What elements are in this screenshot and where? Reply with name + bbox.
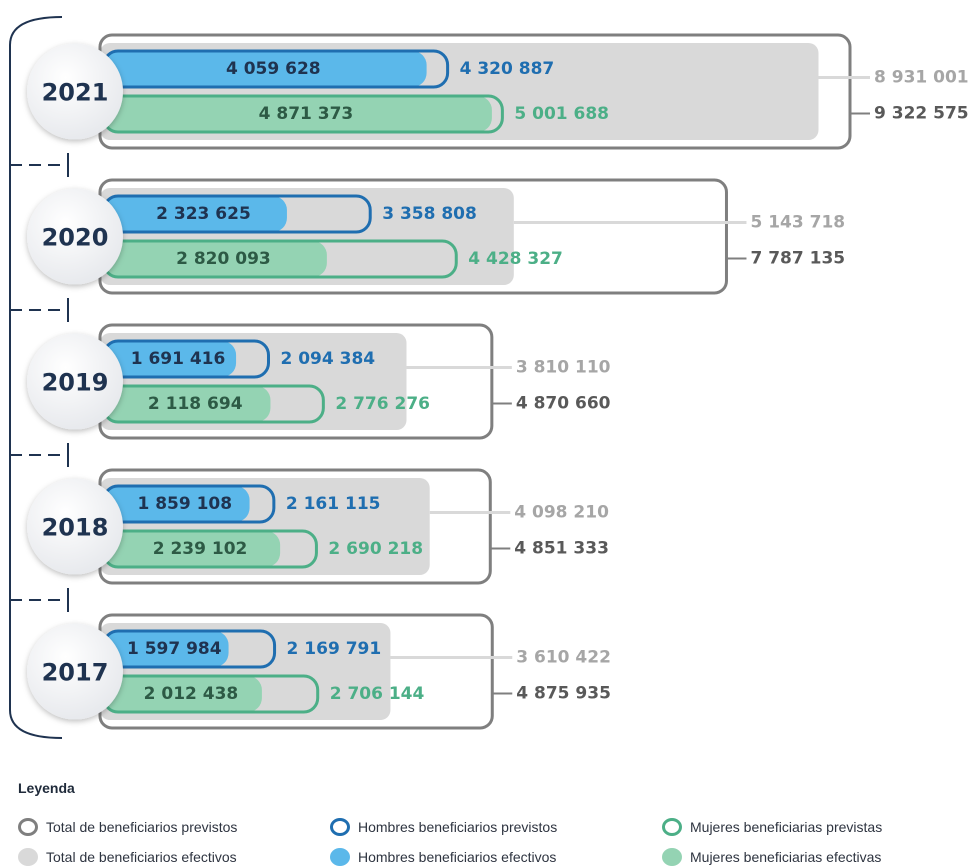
hombres-previstos-label: 2 161 115 xyxy=(286,494,381,514)
mujeres-efectivas-bar xyxy=(104,386,271,422)
hombres-efectivos-bar xyxy=(104,341,237,377)
hombres-efectivos-label: 4 059 628 xyxy=(226,59,321,79)
legend-label: Total de beneficiarios efectivos xyxy=(46,849,237,865)
hombres-previstos-label: 2 169 791 xyxy=(287,639,382,659)
total-previstos-label: 4 851 333 xyxy=(514,539,609,559)
total-efectivos-label: 5 143 718 xyxy=(750,213,845,233)
legend-item: Hombres beneficiarios previstos xyxy=(330,818,557,836)
mujeres-previstas-label: 2 706 144 xyxy=(330,684,425,704)
legend-item: Total de beneficiarios efectivos xyxy=(18,848,237,866)
legend-swatch xyxy=(18,818,38,836)
total-previstos-label: 7 787 135 xyxy=(750,249,845,269)
hombres-efectivos-bar xyxy=(104,51,427,87)
mujeres-efectivas-bar xyxy=(104,531,281,567)
hombres-efectivos-bar xyxy=(104,486,250,522)
mujeres-efectivas-label: 2 012 438 xyxy=(144,684,239,704)
legend-item: Mujeres beneficiarias previstas xyxy=(662,818,882,836)
legend-swatch xyxy=(330,848,350,866)
legend-item: Hombres beneficiarios efectivos xyxy=(330,848,556,866)
total-previstos-label: 9 322 575 xyxy=(874,104,969,124)
year-label: 2017 xyxy=(42,659,109,687)
legend-label: Mujeres beneficiarias efectivas xyxy=(690,849,882,865)
hombres-efectivos-label: 1 859 108 xyxy=(137,494,232,514)
mujeres-efectivas-bar xyxy=(104,241,327,277)
mujeres-efectivas-bar xyxy=(104,96,492,132)
year-circle xyxy=(27,333,123,430)
legend-swatch xyxy=(662,848,682,866)
mujeres-previstas-label: 2 776 276 xyxy=(335,394,430,414)
legend-item: Total de beneficiarios previstos xyxy=(18,818,237,836)
total-previstos-label: 4 870 660 xyxy=(516,394,611,414)
legend-swatch xyxy=(662,818,682,836)
hombres-efectivos-label: 1 597 984 xyxy=(127,639,222,659)
total-previstos-label: 4 875 935 xyxy=(516,684,611,704)
hombres-previstos-label: 3 358 808 xyxy=(382,204,477,224)
legend-title: Leyenda xyxy=(18,780,75,796)
legend-swatch xyxy=(330,818,350,836)
year-circle xyxy=(27,623,123,720)
legend-item: Mujeres beneficiarias efectivas xyxy=(662,848,881,866)
mujeres-efectivas-label: 2 118 694 xyxy=(148,394,243,414)
mujeres-previstas-label: 2 690 218 xyxy=(328,539,423,559)
hombres-efectivos-bar xyxy=(104,631,229,667)
legend-label: Mujeres beneficiarias previstas xyxy=(690,819,883,835)
hombres-efectivos-bar xyxy=(104,196,287,232)
timeline-bracket xyxy=(9,16,63,739)
hombres-previstos-label: 4 320 887 xyxy=(460,59,555,79)
total-efectivos-label: 3 810 110 xyxy=(516,358,611,378)
mujeres-efectivas-label: 4 871 373 xyxy=(259,104,354,124)
mujeres-efectivas-label: 2 239 102 xyxy=(153,539,248,559)
beneficiaries-chart: 4 059 628 4 871 373 4 320 887 5 001 688 8 93… xyxy=(9,16,969,739)
year-label: 2020 xyxy=(42,224,109,252)
legend-swatch xyxy=(18,848,38,866)
mujeres-previstas-label: 4 428 327 xyxy=(468,249,563,269)
total-efectivos-label: 8 931 001 xyxy=(874,68,969,88)
total-efectivos-label: 3 610 422 xyxy=(516,648,611,668)
year-circle xyxy=(27,43,123,140)
hombres-previstos-label: 2 094 384 xyxy=(280,349,375,369)
year-circle xyxy=(27,478,123,575)
year-circle xyxy=(27,188,123,285)
legend-label: Total de beneficiarios previstos xyxy=(46,819,238,835)
mujeres-efectivas-bar xyxy=(104,676,262,712)
year-label: 2019 xyxy=(42,369,109,397)
total-efectivos-label: 4 098 210 xyxy=(514,503,609,523)
legend-label: Hombres beneficiarios efectivos xyxy=(358,849,557,865)
mujeres-previstas-label: 5 001 688 xyxy=(514,104,609,124)
hombres-efectivos-label: 1 691 416 xyxy=(131,349,226,369)
year-label: 2018 xyxy=(42,514,109,542)
mujeres-efectivas-label: 2 820 093 xyxy=(176,249,271,269)
hombres-efectivos-label: 2 323 625 xyxy=(156,204,251,224)
year-label: 2021 xyxy=(42,79,109,107)
legend-label: Hombres beneficiarios previstos xyxy=(358,819,558,835)
